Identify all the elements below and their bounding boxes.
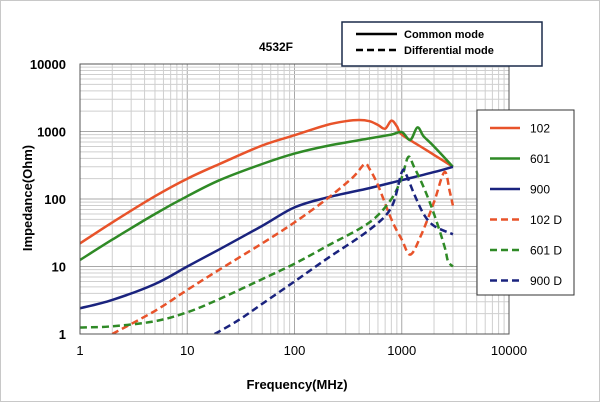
series-line-900 [80, 165, 454, 310]
legend-label-900: 900 [530, 183, 550, 197]
style-legend: Common mode Differential mode [341, 21, 543, 67]
series-line-601-d [80, 155, 454, 329]
x-tick-label: 10000 [491, 343, 527, 358]
legend-label-900-d: 900 D [530, 274, 562, 288]
y-axis-label: Impedance(Ohm) [20, 145, 35, 251]
y-tick-label: 1000 [37, 125, 66, 140]
series-legend-box [476, 109, 575, 296]
series-line-900-d [213, 168, 454, 334]
x-tick-label: 1 [76, 343, 83, 358]
x-axis-label: Frequency(MHz) [246, 377, 347, 392]
legend-label-102-d: 102 D [530, 213, 562, 227]
y-tick-label: 1 [59, 327, 66, 342]
grid [79, 64, 509, 335]
y-tick-label: 10 [52, 260, 66, 275]
style-legend-box [341, 21, 543, 67]
series-line-601 [80, 126, 454, 262]
axes: 1 10 100 1000 10000 1 10 100 1000 10000 [30, 57, 527, 358]
series-legend: 102 601 900 102 D 601 D 900 D [476, 109, 575, 296]
y-tick-label: 100 [44, 192, 66, 207]
series-line-102-d [111, 162, 455, 334]
legend-label-601-d: 601 D [530, 244, 562, 258]
legend-label-601: 601 [530, 152, 550, 166]
series-line-102 [80, 118, 454, 245]
series-lines [80, 118, 455, 334]
differential-mode-label: Differential mode [404, 45, 494, 57]
y-tick-label: 10000 [30, 57, 66, 72]
x-tick-label: 1000 [387, 343, 416, 358]
legend-label-102: 102 [530, 122, 550, 136]
chart-title: 4532F [259, 40, 293, 54]
x-tick-label: 10 [180, 343, 194, 358]
common-mode-label: Common mode [404, 29, 484, 41]
x-tick-label: 100 [284, 343, 306, 358]
